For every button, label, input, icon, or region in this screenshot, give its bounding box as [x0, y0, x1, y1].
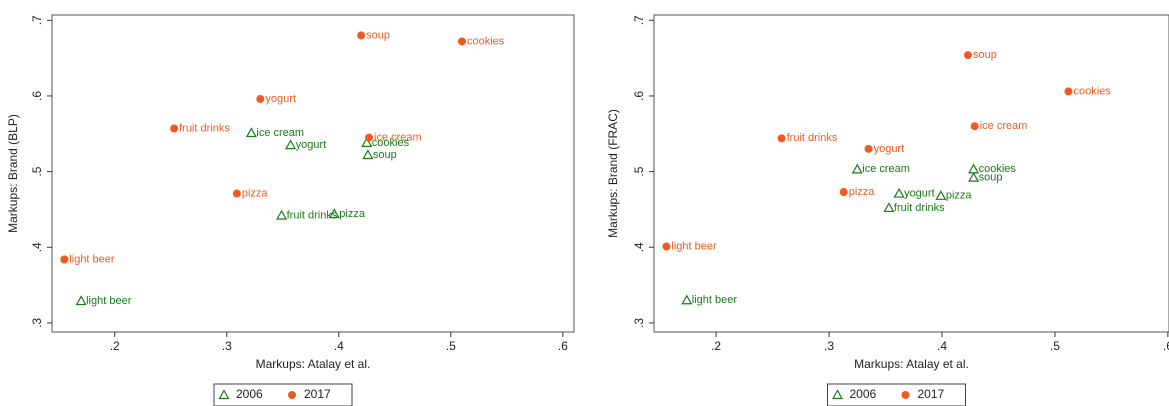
y-tick-label: .7 [632, 15, 646, 25]
point-label: soup [366, 29, 390, 41]
point-label: cookies [979, 163, 1017, 175]
legend-label: 2006 [236, 387, 263, 401]
point [893, 187, 905, 198]
chart: .2 .3 .4 .5 .6 .3 .4 .5 .6 .7 Markups: Atalay et a… [6, 14, 575, 406]
point-label: yogurt [265, 93, 296, 105]
point [232, 189, 241, 198]
point-label: pizza [849, 186, 876, 198]
point [256, 94, 265, 103]
point-label: fruit drinks [287, 209, 338, 221]
point [245, 127, 257, 138]
point-label: yogurt [904, 187, 935, 199]
x-tick-label: .3 [824, 339, 834, 353]
point-label: ice cream [374, 131, 422, 143]
chart: .2 .3 .4 .5 .6 .3 .4 .5 .6 .7 Markups: Atalay et a… [606, 14, 1169, 406]
legend-label: 2006 [850, 387, 877, 401]
plot-frame [51, 14, 575, 333]
point-label: pizza [946, 190, 973, 202]
y-tick-label: .6 [30, 91, 44, 101]
point [75, 295, 87, 306]
point-label: ice cream [256, 127, 304, 139]
point-label: cookies [1073, 85, 1111, 97]
point-label: light beer [69, 253, 115, 265]
x-axis-title: Markups: Atalay et al. [854, 357, 969, 371]
point-label: light beer [671, 240, 717, 252]
y-tick-label: .7 [30, 15, 44, 25]
point-label: pizza [242, 187, 269, 199]
point [1064, 87, 1073, 96]
y-axis-title: Markups: Brand (BLP) [6, 114, 20, 233]
x-tick-label: .5 [1050, 339, 1060, 353]
y-axis-title: Markups: Brand (FRAC) [606, 109, 620, 238]
legend-label: 2017 [918, 387, 945, 401]
x-tick-label: .4 [334, 339, 344, 353]
point-label: cookies [467, 35, 505, 47]
legend-marker [218, 389, 230, 400]
x-tick-label: .2 [110, 339, 120, 353]
y-tick-label: .5 [632, 166, 646, 176]
point-label: light beer [692, 294, 738, 306]
point [662, 242, 671, 251]
point [285, 139, 297, 150]
plot-frame [653, 14, 1169, 333]
x-tick-label: .6 [558, 339, 568, 353]
point [457, 37, 466, 46]
x-tick-label: .3 [222, 339, 232, 353]
point-label: ice cream [980, 120, 1028, 132]
x-tick-label: .5 [446, 339, 456, 353]
legend-box [213, 383, 353, 406]
y-tick-label: .4 [30, 242, 44, 252]
point-label: ice cream [862, 163, 910, 175]
point-label: cookies [372, 137, 410, 149]
point [970, 122, 979, 131]
point [851, 163, 863, 174]
legend-marker [288, 391, 296, 399]
point-label: yogurt [874, 143, 905, 155]
point [362, 149, 374, 160]
point-label: soup [979, 172, 1003, 184]
point [681, 294, 693, 305]
point [935, 190, 947, 200]
point [839, 188, 848, 197]
point-label: light beer [86, 295, 132, 307]
point-label: fruit drinks [179, 122, 230, 134]
x-tick-label: .4 [937, 339, 947, 353]
point-label: fruit drinks [894, 202, 945, 214]
point [60, 255, 69, 264]
point [361, 137, 373, 147]
point [968, 171, 980, 182]
y-tick-label: .4 [632, 242, 646, 252]
point [968, 163, 980, 174]
y-tick-label: .5 [30, 166, 44, 176]
y-tick-label: .3 [632, 318, 646, 328]
legend-marker [901, 391, 910, 399]
point [170, 124, 179, 133]
legend-marker [831, 389, 844, 400]
point-label: yogurt [296, 139, 327, 151]
point-label: soup [373, 149, 397, 161]
legend-box [827, 383, 966, 406]
point [365, 133, 374, 142]
point [777, 134, 786, 143]
point [963, 51, 972, 60]
point [276, 209, 288, 220]
point-label: soup [973, 49, 997, 61]
x-axis-title: Markups: Atalay et al. [256, 357, 371, 371]
point [864, 144, 873, 153]
point [357, 31, 366, 40]
y-tick-label: .3 [30, 318, 44, 328]
x-tick-label: .2 [711, 339, 721, 353]
legend-label: 2017 [304, 387, 331, 401]
x-tick-label: .6 [1163, 339, 1169, 353]
point-label: fruit drinks [787, 132, 838, 144]
y-tick-label: .6 [632, 91, 646, 101]
point [883, 202, 895, 213]
point [328, 208, 340, 219]
point-label: pizza [339, 208, 366, 220]
